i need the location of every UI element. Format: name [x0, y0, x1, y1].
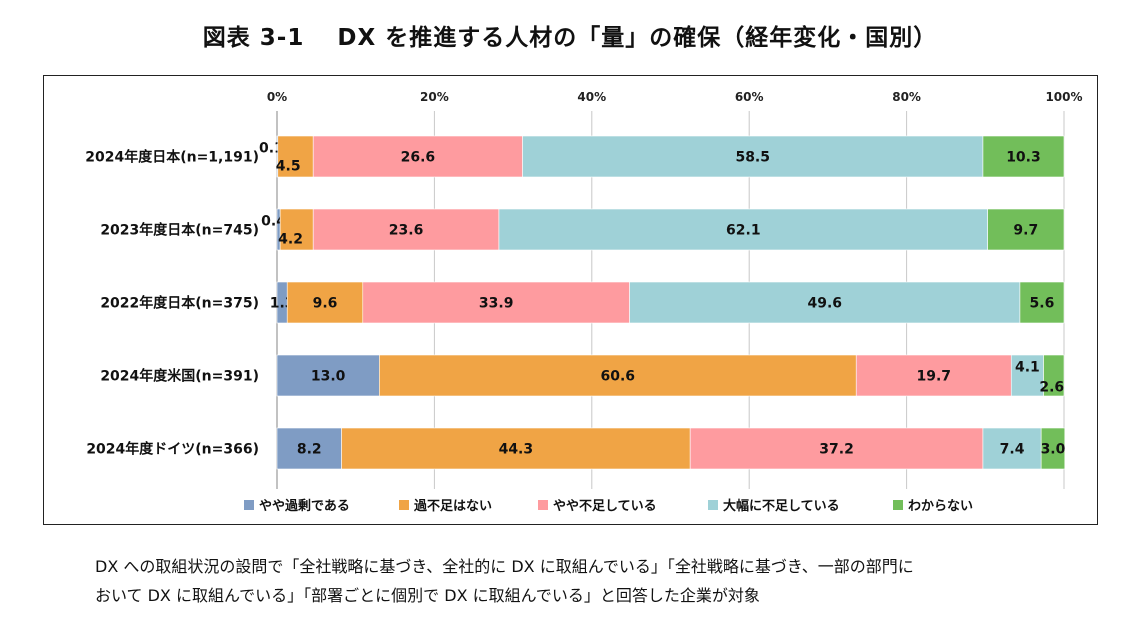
bar-segment: [341, 427, 691, 470]
data-label: 9.6: [313, 296, 338, 312]
data-label: 4.2: [278, 232, 303, 248]
bar-segment: [982, 135, 1065, 178]
bar-segment: [1010, 354, 1044, 397]
data-label: 26.6: [401, 150, 436, 166]
bar-segment: [855, 354, 1012, 397]
bar-segment: [982, 427, 1042, 470]
data-label: 3.0: [1041, 442, 1066, 458]
data-label: 62.1: [726, 223, 761, 239]
bar-segment: [276, 354, 380, 397]
category-label: 2022年度日本(n=375): [100, 295, 259, 312]
bar-segment: [987, 208, 1065, 251]
legend-swatch: [399, 500, 409, 510]
data-label: 58.5: [735, 150, 770, 166]
bar-segment: [276, 427, 342, 470]
legend-swatch: [893, 500, 903, 510]
category-label: 2023年度日本(n=745): [100, 222, 259, 239]
x-tick-label: 0%: [267, 90, 287, 104]
x-tick-label: 40%: [577, 90, 606, 104]
bar-segment: [286, 281, 364, 324]
bar-segment: [362, 281, 630, 324]
data-label: 10.3: [1006, 150, 1041, 166]
data-label: 9.7: [1013, 223, 1038, 239]
footnote-line-2: おいて DX に取組んでいる」「部署ごとに個別で DX に取組んでいる」と回答し…: [95, 586, 760, 605]
stacked-bar-chart: 0% 20% 40% 60% 80% 100%2024年度日本(n=1,191)0.14.…: [85, 90, 1082, 514]
data-label: 44.3: [499, 442, 534, 458]
category-label: 2024年度米国(n=391): [100, 368, 259, 385]
bar-segment: [1040, 427, 1066, 470]
legend-swatch: [244, 500, 254, 510]
legend-label: わからない: [908, 499, 973, 514]
data-label: 33.9: [479, 296, 514, 312]
data-label: 5.6: [1030, 296, 1055, 312]
data-label: 4.1: [1015, 360, 1040, 376]
legend-label: やや過剰である: [259, 498, 350, 514]
legend-label: 過不足はない: [413, 498, 492, 514]
data-label: 23.6: [389, 223, 424, 239]
data-label: 13.0: [311, 369, 346, 385]
x-tick-label: 100%: [1045, 90, 1082, 104]
legend-label: 大幅に不足している: [723, 498, 840, 514]
data-label: 60.6: [600, 369, 635, 385]
data-label: 19.7: [916, 369, 951, 385]
data-label: 49.6: [807, 296, 842, 312]
bar-segment: [522, 135, 984, 178]
bar-segment: [689, 427, 984, 470]
data-label: 2.6: [1039, 380, 1064, 396]
legend-label: やや不足している: [553, 499, 657, 514]
x-tick-label: 60%: [735, 90, 764, 104]
legend-swatch: [708, 500, 718, 510]
bar-segment: [498, 208, 988, 251]
chart-title: 図表 3-1 DX を推進する人材の「量」の確保（経年変化・国別）: [202, 25, 938, 51]
category-label: 2024年度日本(n=1,191): [85, 149, 259, 166]
data-label: 7.4: [1000, 442, 1025, 458]
bar-segment: [312, 135, 523, 178]
data-label: 37.2: [819, 442, 854, 458]
footnote: DX への取組状況の設問で「全社戦略に基づき、全社的に DX に取組んでいる」「…: [95, 552, 1125, 610]
bar-segment: [279, 208, 314, 251]
x-tick-label: 80%: [892, 90, 921, 104]
footnote-line-1: DX への取組状況の設問で「全社戦略に基づき、全社的に DX に取組んでいる」「…: [95, 557, 914, 576]
chart-frame: 0% 20% 40% 60% 80% 100% 2024年度日本(n=1,191) 0.1 4.…: [43, 75, 1098, 525]
bar-segment: [629, 281, 1021, 324]
category-label: 2024年度ドイツ(n=366): [86, 441, 259, 458]
x-tick-label: 20%: [420, 90, 449, 104]
bar-segment: [1043, 354, 1065, 397]
legend-swatch: [538, 500, 548, 510]
bar-segment: [1019, 281, 1065, 324]
data-label: 8.2: [297, 442, 322, 458]
data-label: 4.5: [276, 159, 301, 175]
